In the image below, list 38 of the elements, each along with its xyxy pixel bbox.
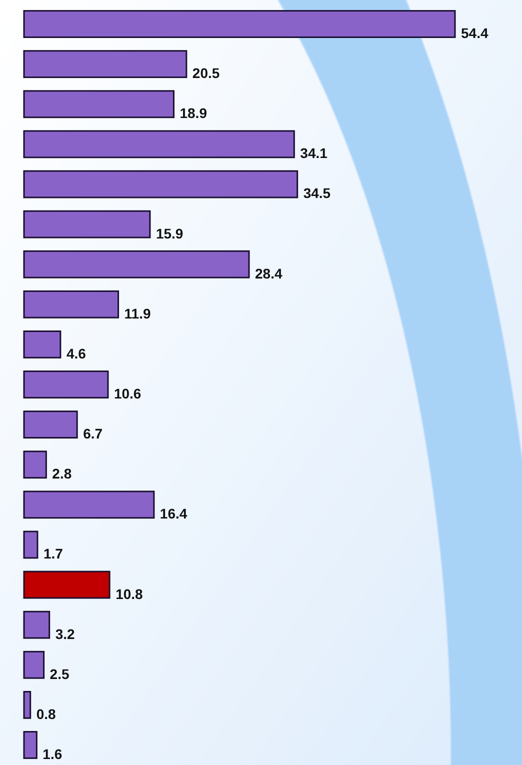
bar <box>23 530 38 559</box>
bar <box>23 450 47 479</box>
data-label: 4.6 <box>66 345 86 362</box>
bar <box>23 210 151 238</box>
bar <box>23 290 120 318</box>
data-label: 11.9 <box>124 305 151 322</box>
data-label: 1.6 <box>42 746 62 762</box>
bar <box>23 731 38 759</box>
data-label: 34.5 <box>303 185 331 202</box>
data-label: 1.7 <box>43 546 64 562</box>
bar <box>23 370 109 398</box>
data-label: 28.4 <box>255 265 282 282</box>
bar <box>23 410 78 439</box>
bar <box>23 50 188 78</box>
bar <box>23 90 174 118</box>
bar <box>23 650 45 679</box>
bar <box>23 690 32 719</box>
data-label: 10.6 <box>114 386 142 402</box>
data-label: 6.7 <box>83 426 103 442</box>
data-label: 2.8 <box>52 466 72 482</box>
data-label: 34.1 <box>300 145 328 162</box>
data-label: 54.4 <box>461 25 488 42</box>
data-label: 20.5 <box>192 65 220 82</box>
bar <box>23 570 110 599</box>
data-label: 2.5 <box>50 666 70 682</box>
data-label: 0.8 <box>36 706 56 722</box>
data-label: 3.2 <box>55 626 76 642</box>
bar <box>23 170 298 198</box>
bar <box>23 250 250 278</box>
bar <box>23 330 62 358</box>
data-label: 18.9 <box>180 105 208 122</box>
bar <box>23 10 456 38</box>
data-label: 10.8 <box>116 586 144 602</box>
bar <box>23 130 295 158</box>
bar <box>23 490 155 519</box>
data-label: 16.4 <box>160 506 188 522</box>
data-label: 15.9 <box>156 225 184 242</box>
bar <box>23 610 50 639</box>
